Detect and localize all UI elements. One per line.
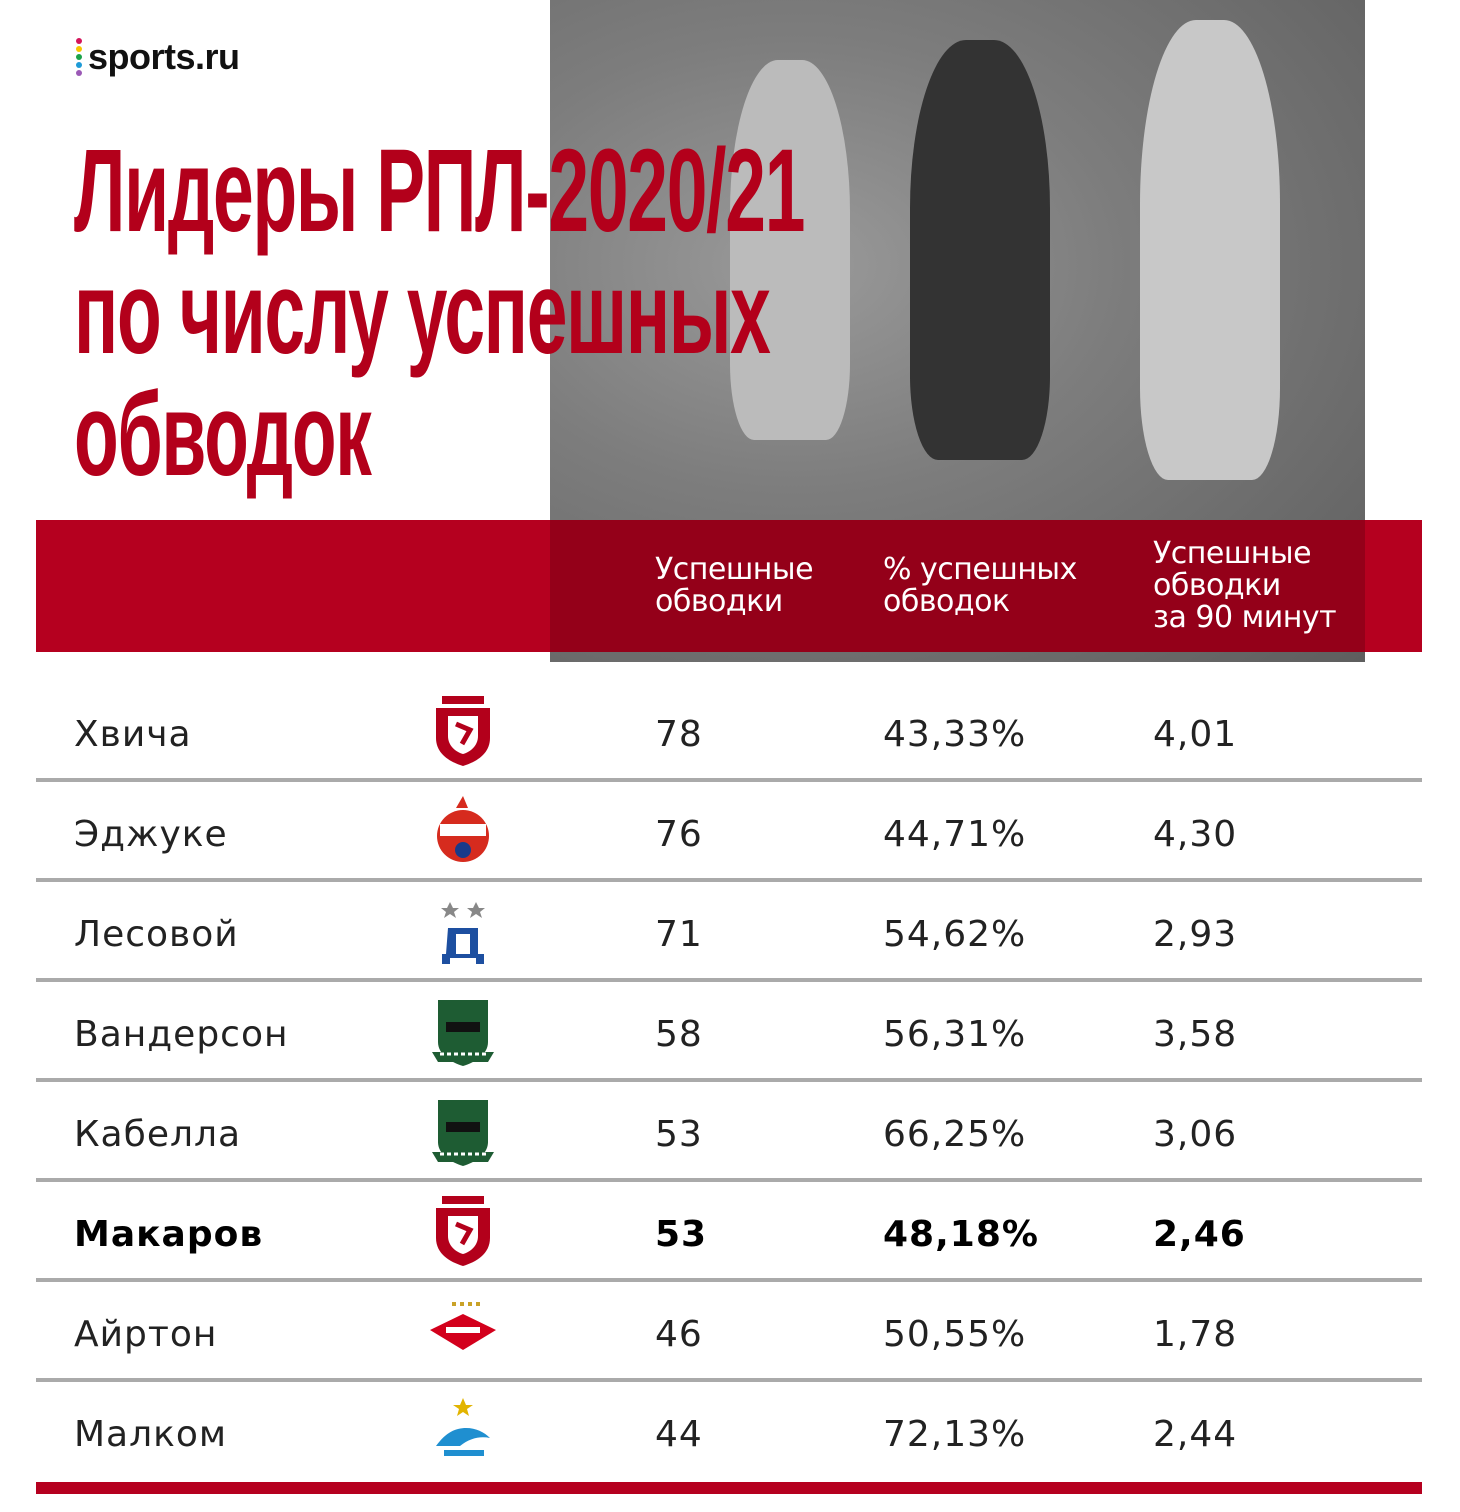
- cell-dribbles: 53: [655, 1214, 708, 1255]
- logo-dot: [76, 70, 82, 76]
- cell-per90: 2,93: [1153, 914, 1238, 955]
- krasnodar-crest-icon: [428, 994, 498, 1066]
- cell-player: Малком: [74, 1414, 228, 1455]
- cell-dribbles: 71: [655, 914, 703, 955]
- row-separator: [36, 978, 1422, 982]
- column-header-per90: Успешные обводки за 90 минут: [1153, 536, 1337, 635]
- bottom-rule: [36, 1482, 1422, 1494]
- table-row: Айртон 46 50,55% 1,78: [36, 1280, 1422, 1380]
- cell-player: Эджуке: [74, 814, 228, 855]
- column-header-line: обводки: [1153, 568, 1281, 603]
- cell-dribbles: 58: [655, 1014, 703, 1055]
- cell-per90: 2,46: [1153, 1214, 1246, 1255]
- dynamo-crest-icon: [428, 894, 498, 966]
- cell-per90: 2,44: [1153, 1414, 1238, 1455]
- row-separator: [36, 778, 1422, 782]
- title-line-1: Лидеры РПЛ-2020/21: [74, 125, 805, 257]
- cell-pct: 44,71%: [883, 814, 1027, 855]
- cell-per90: 1,78: [1153, 1314, 1238, 1355]
- table-row: Малком 44 72,13% 2,44: [36, 1380, 1422, 1480]
- cell-player: Лесовой: [74, 914, 239, 955]
- row-separator: [36, 878, 1422, 882]
- logo-dot: [76, 38, 82, 44]
- column-header-line: % успешных: [883, 552, 1077, 587]
- logo-dot: [76, 46, 82, 52]
- cell-pct: 72,13%: [883, 1414, 1027, 1455]
- cell-player: Хвича: [74, 714, 192, 755]
- cell-pct: 48,18%: [883, 1214, 1039, 1255]
- cell-dribbles: 46: [655, 1314, 703, 1355]
- table-row: Хвича 78 43,33% 4,01: [36, 680, 1422, 780]
- title-line-2: по числу успешных: [74, 247, 771, 379]
- spartak-crest-icon: [428, 1294, 498, 1366]
- cell-pct: 56,31%: [883, 1014, 1027, 1055]
- table-row: Лесовой 71 54,62% 2,93: [36, 880, 1422, 980]
- sports-ru-logo: sports.ru: [76, 36, 240, 78]
- table-row: Кабелла 53 66,25% 3,06: [36, 1080, 1422, 1180]
- cell-pct: 54,62%: [883, 914, 1027, 955]
- krasnodar-crest-icon: [428, 1094, 498, 1166]
- table-row: Вандерсон 58 56,31% 3,58: [36, 980, 1422, 1080]
- column-header-line: за 90 минут: [1153, 600, 1337, 635]
- cell-dribbles: 78: [655, 714, 703, 755]
- row-separator: [36, 1178, 1422, 1182]
- cell-player: Вандерсон: [74, 1014, 289, 1055]
- cell-player: Кабелла: [74, 1114, 242, 1155]
- cell-player: Макаров: [74, 1214, 264, 1255]
- cell-player: Айртон: [74, 1314, 218, 1355]
- cell-per90: 4,01: [1153, 714, 1238, 755]
- logo-dot: [76, 62, 82, 68]
- column-header-line: обводок: [883, 584, 1010, 619]
- cell-per90: 3,58: [1153, 1014, 1238, 1055]
- row-separator: [36, 1078, 1422, 1082]
- column-header-line: Успешные: [1153, 536, 1312, 571]
- cell-dribbles: 53: [655, 1114, 703, 1155]
- cell-pct: 50,55%: [883, 1314, 1027, 1355]
- column-header-line: Успешные: [655, 552, 814, 587]
- row-separator: [36, 1278, 1422, 1282]
- cell-pct: 43,33%: [883, 714, 1027, 755]
- column-header-line: обводки: [655, 584, 783, 619]
- cska-crest-icon: [428, 794, 498, 866]
- page-title: Лидеры РПЛ-2020/21 по числу успешных обв…: [74, 125, 805, 501]
- logo-dots-icon: [76, 38, 82, 76]
- title-line-3: обводок: [74, 369, 372, 501]
- row-separator: [36, 1378, 1422, 1382]
- cell-pct: 66,25%: [883, 1114, 1027, 1155]
- table-row: Эджуке 76 44,71% 4,30: [36, 780, 1422, 880]
- column-header-dribbles: Успешные обводки: [655, 552, 814, 619]
- logo-text: sports.ru: [88, 36, 240, 77]
- column-header-pct: % успешных обводок: [883, 554, 1077, 618]
- zenit-crest-icon: [428, 1394, 498, 1466]
- cell-dribbles: 44: [655, 1414, 703, 1455]
- cell-per90: 4,30: [1153, 814, 1238, 855]
- logo-dot: [76, 54, 82, 60]
- rubin-crest-icon: [428, 1194, 498, 1266]
- cell-dribbles: 76: [655, 814, 703, 855]
- rubin-crest-icon: [428, 694, 498, 766]
- cell-per90: 3,06: [1153, 1114, 1238, 1155]
- table-row: Макаров 53 48,18% 2,46: [36, 1180, 1422, 1280]
- table-header-photo-overlay: [550, 520, 1365, 652]
